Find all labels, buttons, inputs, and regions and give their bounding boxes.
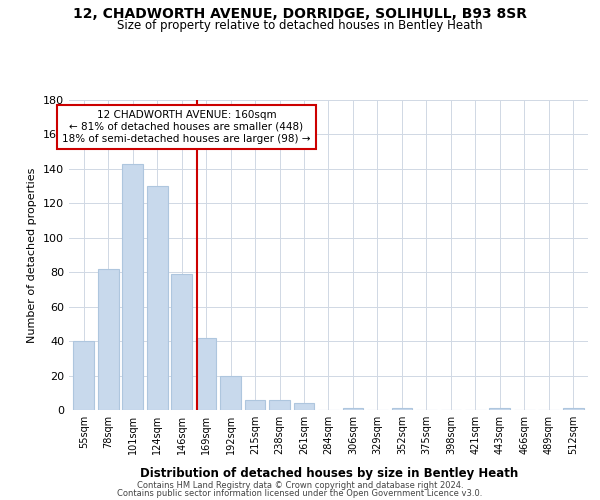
Text: Size of property relative to detached houses in Bentley Heath: Size of property relative to detached ho… [117, 19, 483, 32]
Bar [563, 408, 584, 410]
Bar [122, 164, 143, 410]
Text: Distribution of detached houses by size in Bentley Heath: Distribution of detached houses by size … [140, 468, 518, 480]
Text: Contains HM Land Registry data © Crown copyright and database right 2024.: Contains HM Land Registry data © Crown c… [137, 481, 463, 490]
Bar [147, 186, 167, 410]
Text: 12, CHADWORTH AVENUE, DORRIDGE, SOLIHULL, B93 8SR: 12, CHADWORTH AVENUE, DORRIDGE, SOLIHULL… [73, 8, 527, 22]
Bar [245, 400, 265, 410]
Bar [293, 403, 314, 410]
Bar [392, 408, 412, 410]
Text: Contains public sector information licensed under the Open Government Licence v3: Contains public sector information licen… [118, 489, 482, 498]
Bar [196, 338, 217, 410]
Bar [269, 400, 290, 410]
Bar [220, 376, 241, 410]
Bar [171, 274, 192, 410]
Bar [73, 341, 94, 410]
Bar [98, 269, 119, 410]
Bar [343, 408, 364, 410]
Bar [490, 408, 510, 410]
Y-axis label: Number of detached properties: Number of detached properties [28, 168, 37, 342]
Text: 12 CHADWORTH AVENUE: 160sqm
← 81% of detached houses are smaller (448)
18% of se: 12 CHADWORTH AVENUE: 160sqm ← 81% of det… [62, 110, 311, 144]
